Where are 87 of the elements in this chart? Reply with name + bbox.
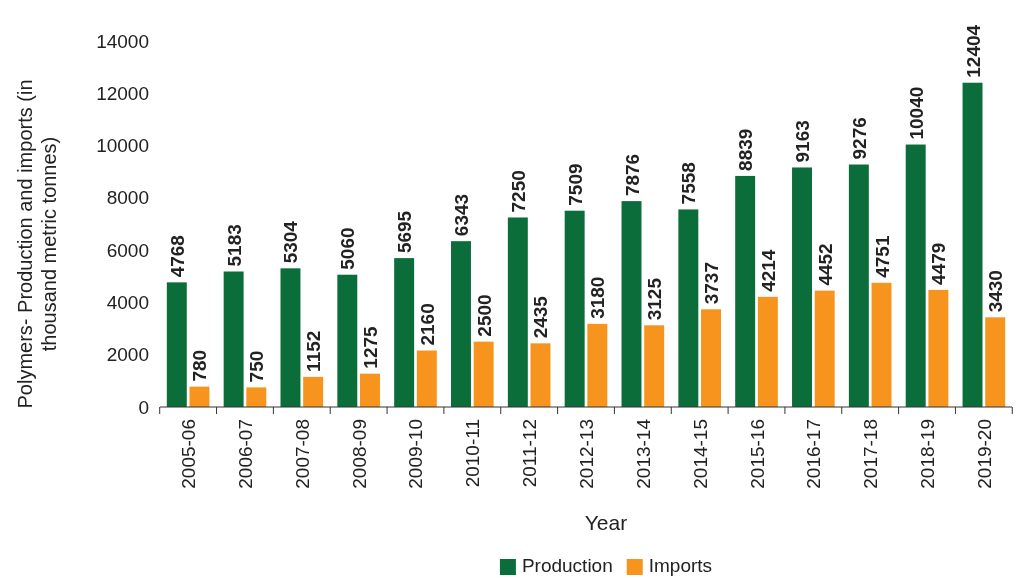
y-tick-label: 14000 [96,30,149,52]
x-tick-label: 2019-20 [973,419,995,489]
data-label: 7558 [678,162,700,205]
x-tick-label: 2008-09 [348,419,370,489]
bar [564,210,585,407]
data-label: 5060 [337,227,359,270]
y-tick-label: 4000 [106,292,149,314]
data-label: 7509 [564,163,586,206]
data-label: 10040 [905,86,927,140]
bar [223,271,244,407]
data-label: 5695 [394,210,416,254]
y-tick-label: 6000 [106,239,149,261]
bar [644,325,665,407]
data-label: 4751 [871,235,893,278]
data-label: 4452 [814,243,836,286]
legend-label: Production [521,555,613,576]
data-label: 3125 [644,277,666,321]
bar [416,350,437,407]
bar [451,241,471,407]
data-label: 9163 [792,120,814,163]
x-tick-label: 2009-10 [405,419,427,489]
data-label: 780 [189,349,211,382]
bar [303,376,324,407]
data-label: 4214 [757,249,779,292]
x-tick-label: 2007-08 [291,419,313,489]
x-tick-label: 2012-13 [576,419,597,489]
data-label: 3737 [701,262,723,305]
data-label: 750 [246,350,268,383]
data-label: 6343 [450,193,472,237]
bar [871,282,892,407]
data-label: 4768 [166,235,188,278]
y-tick-label: 0 [138,396,149,418]
bar [507,217,528,407]
bar [735,175,756,407]
bar [337,274,358,407]
x-tick-label: 2018-19 [917,419,939,489]
bar [621,201,642,407]
y-tick-label: 8000 [106,187,149,209]
x-tick-label: 2017-18 [860,419,882,489]
data-label: 5183 [223,224,245,267]
bar [246,387,267,407]
bar [530,343,551,407]
bar [757,296,778,407]
data-label: 7250 [507,170,529,213]
bar [814,290,835,407]
bar [360,373,380,407]
x-tick-label: 2010-11 [462,419,484,488]
x-axis-title: Year [584,511,628,534]
data-label: 12404 [962,24,984,78]
bar [394,258,415,407]
bar [678,209,699,407]
data-label: 3180 [587,276,609,319]
x-tick-label: 2016-17 [803,419,825,489]
data-label: 1275 [359,325,381,369]
data-label: 8839 [735,128,757,171]
bar [189,386,210,407]
legend-label: Imports [648,555,713,576]
y-tick-label: 12000 [96,82,149,104]
data-label: 4479 [928,242,950,285]
y-tick-label: 2000 [106,344,149,366]
bar [280,268,301,407]
data-label: 1152 [303,330,325,372]
data-label: 9276 [848,117,870,160]
data-label: 5304 [280,220,302,264]
data-label: 7876 [621,153,643,197]
bar [985,317,1006,407]
x-tick-label: 2006-07 [234,419,256,489]
bar [792,167,812,407]
bar [587,323,608,407]
x-tick-label: 2005-06 [178,419,200,489]
x-tick-label: 2015-16 [746,419,768,489]
y-tick-label: 10000 [96,135,149,157]
data-label: 2160 [416,303,438,346]
bar [166,282,187,407]
bar [928,289,949,407]
bar [701,309,721,407]
bar [848,164,869,407]
data-label: 3430 [985,270,1007,313]
data-label: 2500 [473,294,495,337]
data-label: 2435 [530,295,552,339]
x-tick-label: 2014-15 [689,419,711,489]
y-axis-title: Polymers- Production and imports (in thousand metric tonnes) [14,79,60,409]
bar [905,144,926,407]
bar [962,82,983,407]
bar [473,341,494,407]
x-tick-label: 2011-12 [519,419,541,488]
x-tick-label: 2013-14 [632,418,654,489]
